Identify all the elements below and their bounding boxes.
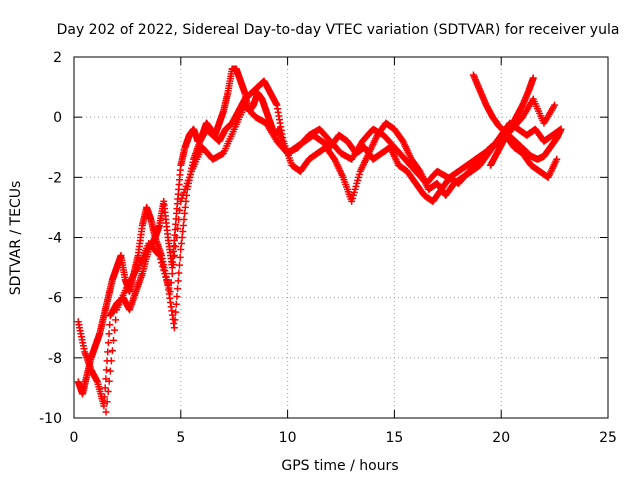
- x-tick-label: 10: [279, 430, 297, 446]
- data-point: [101, 384, 109, 392]
- y-tick-label: -4: [48, 231, 62, 247]
- data-point: [173, 292, 181, 300]
- x-tick-label: 15: [385, 430, 403, 446]
- y-tick-label: 0: [53, 110, 62, 126]
- y-tick-label: -8: [48, 351, 62, 367]
- data-point: [158, 259, 166, 267]
- data-point: [169, 261, 177, 269]
- data-point: [167, 279, 175, 287]
- data-point: [106, 321, 114, 329]
- data-point: [102, 408, 110, 416]
- data-point: [161, 270, 169, 278]
- data-point: [179, 221, 187, 229]
- data-point: [170, 324, 178, 332]
- data-point: [177, 240, 185, 248]
- data-point: [159, 262, 167, 270]
- y-axis-label: SDTVAR / TECUs: [8, 181, 24, 296]
- data-point: [101, 393, 109, 401]
- data-point: [551, 101, 559, 109]
- y-tick-label: -10: [39, 411, 62, 427]
- data-point: [103, 398, 111, 406]
- x-tick-label: 5: [176, 430, 185, 446]
- data-point: [181, 209, 189, 217]
- data-point: [165, 284, 173, 292]
- data-point: [105, 377, 113, 385]
- data-point: [107, 357, 115, 365]
- y-tick-label: -6: [48, 291, 62, 307]
- data-point: [174, 277, 182, 285]
- data-point: [155, 252, 163, 260]
- axis-ticks: 0 5 10 15 20 25 -10 -8 -6 -4 -2 0 2: [39, 50, 617, 446]
- data-point: [106, 367, 114, 375]
- data-point: [173, 234, 181, 241]
- data-point: [171, 316, 179, 324]
- data-series: [74, 65, 565, 416]
- data-point: [104, 348, 112, 356]
- data-point: [176, 261, 184, 269]
- data-point: [104, 339, 112, 347]
- data-point: [111, 326, 119, 334]
- data-point: [160, 266, 168, 274]
- x-axis-label: GPS time / hours: [281, 458, 398, 474]
- chart-title: Day 202 of 2022, Sidereal Day-to-day VTE…: [57, 22, 620, 38]
- data-point: [177, 246, 185, 254]
- data-point: [157, 255, 165, 263]
- data-point: [170, 252, 178, 260]
- data-point: [104, 388, 112, 396]
- data-point: [174, 224, 182, 232]
- data-point: [176, 206, 184, 214]
- y-tick-label: 2: [53, 50, 62, 66]
- data-point: [529, 74, 537, 82]
- data-point: [172, 308, 180, 316]
- data-point: [166, 288, 174, 296]
- data-point: [171, 243, 179, 251]
- data-point: [176, 253, 184, 261]
- data-point: [179, 227, 187, 235]
- data-point: [553, 155, 561, 163]
- data-point: [154, 250, 162, 258]
- data-point: [163, 277, 171, 285]
- data-point: [557, 125, 565, 133]
- data-point: [174, 285, 182, 293]
- x-tick-label: 25: [599, 430, 617, 446]
- data-point: [108, 347, 116, 355]
- data-point: [172, 300, 180, 308]
- x-tick-label: 0: [70, 430, 79, 446]
- y-tick-label: -2: [48, 170, 62, 186]
- data-point: [175, 269, 183, 277]
- data-point: [112, 316, 120, 324]
- data-point: [100, 402, 108, 410]
- grid-lines: [74, 57, 608, 418]
- data-point: [110, 336, 118, 344]
- data-point: [181, 203, 189, 211]
- data-point: [168, 270, 176, 278]
- x-tick-label: 20: [492, 430, 510, 446]
- data-point: [102, 366, 110, 374]
- data-point: [175, 215, 183, 223]
- data-point: [162, 273, 170, 281]
- data-point: [105, 330, 113, 338]
